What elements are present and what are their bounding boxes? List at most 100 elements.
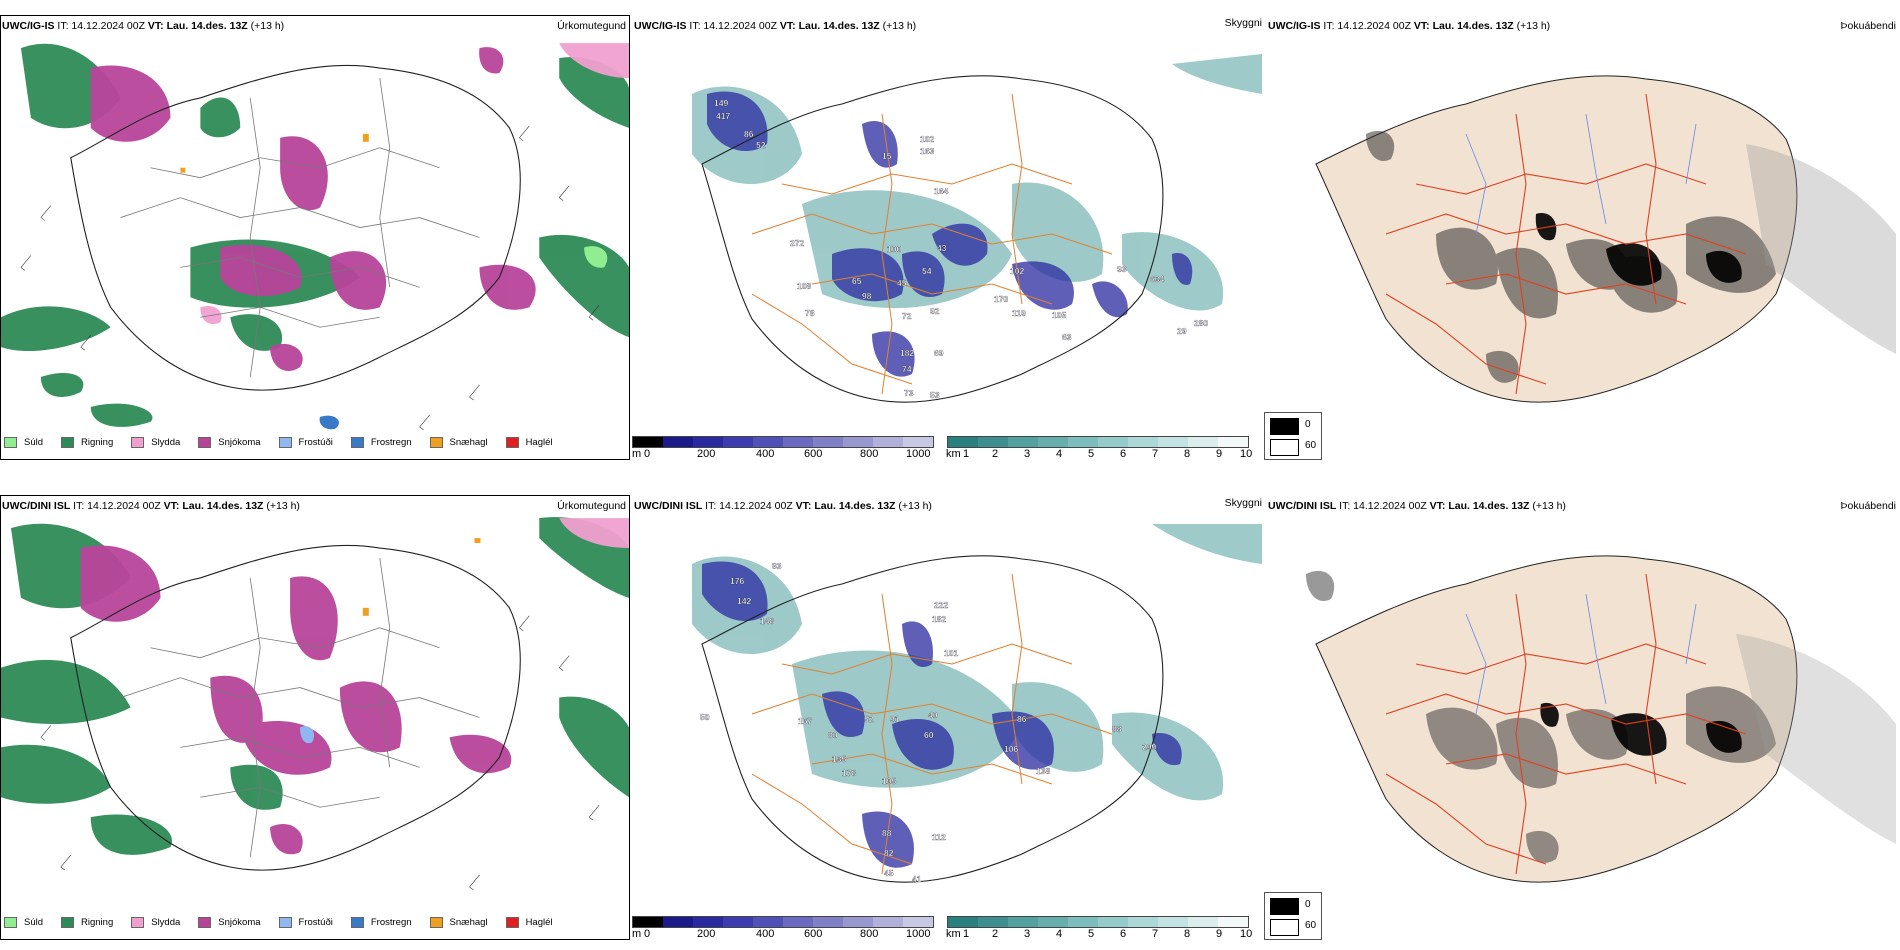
fog-indicator-panel-top: UWC/IG-IS IT: 14.12.2024 00Z VT: Lau. 14… xyxy=(1266,0,1896,460)
fog-indicator-map xyxy=(1306,555,1896,883)
legend-swatch xyxy=(350,437,364,448)
precip-type-map xyxy=(0,15,630,460)
visibility-tick: 9 xyxy=(1216,448,1223,460)
cloudbase-label: 119 xyxy=(1012,308,1026,318)
legend-item: Snæhagl xyxy=(429,437,488,448)
cloud-visibility-panel-top: UWC/IG-IS IT: 14.12.2024 00Z VT: Lau. 14… xyxy=(632,0,1322,460)
visibility-tick: 8 xyxy=(1184,928,1191,940)
panel-title: UWC/DINI ISL IT: 14.12.2024 00Z VT: Lau.… xyxy=(634,500,932,512)
cloudbase-label: 102 xyxy=(920,134,934,144)
legend-swatch xyxy=(429,437,443,448)
cloudbase-label: 164 xyxy=(934,186,948,196)
panel-field-name: Þokuábendi xyxy=(1840,20,1896,32)
cloudbase-label: 60 xyxy=(924,730,934,740)
legend-item: Frostúði xyxy=(278,917,333,928)
cloudbase-label: 40 xyxy=(928,710,938,720)
cloudbase-label: 634 xyxy=(1150,274,1164,284)
legend-item: Frostregn xyxy=(350,437,412,448)
cloudbase-label: 41 xyxy=(912,874,922,884)
legend-swatch xyxy=(61,917,75,928)
visibility-tick: 3 xyxy=(1024,928,1031,940)
cloudbase-label: 82 xyxy=(884,848,894,858)
legend-item: Frostúði xyxy=(278,437,333,448)
legend-item: Snæhagl xyxy=(429,917,488,928)
visibility-colorbar xyxy=(947,916,1249,928)
legend-item: Snjókoma xyxy=(198,917,261,928)
cloud-visibility-panel-bottom: UWC/DINI ISL IT: 14.12.2024 00Z VT: Lau.… xyxy=(632,480,1322,940)
visibility-tick: 5 xyxy=(1088,928,1095,940)
cloudbase-label: 53 xyxy=(930,390,940,400)
cloudbase-label: 52 xyxy=(864,714,874,724)
visibility-tick: 5 xyxy=(1088,448,1095,460)
legend-item: Frostregn xyxy=(350,917,412,928)
legend-swatch xyxy=(278,437,292,448)
legend-swatch xyxy=(429,917,443,928)
cloudbase-label: 142 xyxy=(737,596,751,606)
cloudbase-label: 178 xyxy=(842,768,856,778)
cloudbase-label: 135 xyxy=(832,754,846,764)
visibility-tick: 6 xyxy=(1120,448,1127,460)
visibility-tick: 8 xyxy=(1184,448,1191,460)
legend-swatch xyxy=(278,917,292,928)
cloudbase-label: 106 xyxy=(1004,744,1018,754)
cloud-visibility-map: 176 142 148 83 167 52 91 40 80 135 178 1… xyxy=(692,524,1262,884)
legend-item: Haglél xyxy=(505,917,553,928)
fog-legend: 0 60 xyxy=(1264,892,1322,940)
cloudbase-label: 138 xyxy=(1036,766,1050,776)
legend-swatch xyxy=(350,917,364,928)
legend-item: Súld xyxy=(4,437,43,448)
cloudbase-label: 100 xyxy=(887,244,901,254)
cloudbase-label: 101 xyxy=(944,648,958,658)
cloudbase-label: 29 xyxy=(1177,326,1187,336)
precip-type-map xyxy=(0,495,630,940)
panel-title: UWC/DINI ISL IT: 14.12.2024 00Z VT: Lau.… xyxy=(2,500,300,512)
legend-swatch xyxy=(198,917,212,928)
visibility-tick: 6 xyxy=(1120,928,1127,940)
cloudbase-label: 74 xyxy=(902,364,912,374)
visibility-unit: km xyxy=(946,448,961,460)
panel-title: UWC/IG-IS IT: 14.12.2024 00Z VT: Lau. 14… xyxy=(2,20,285,32)
cloudbase-label: 43 xyxy=(937,243,947,253)
visibility-tick: 1 xyxy=(963,448,970,460)
cloudbase-tick: 400 xyxy=(756,928,775,940)
cloudbase-label: 112 xyxy=(932,832,946,842)
legend-item: Rigning xyxy=(61,437,113,448)
panel-field-name: Skyggni xyxy=(1224,17,1262,29)
cloudbase-colorbar xyxy=(632,916,934,928)
legend-item: Súld xyxy=(4,917,43,928)
visibility-tick: 10 xyxy=(1240,928,1253,940)
visibility-tick: 1 xyxy=(963,928,970,940)
cloudbase-label: 176 xyxy=(730,576,744,586)
visibility-tick: 9 xyxy=(1216,928,1223,940)
legend-swatch xyxy=(198,437,212,448)
legend-swatch xyxy=(131,917,145,928)
legend-swatch xyxy=(4,437,17,448)
legend-item: Rigning xyxy=(61,917,113,928)
precip-type-legend: Súld Rigning Slydda Snjókoma Frostúði Fr… xyxy=(4,437,553,448)
cloudbase-label: 86 xyxy=(744,129,754,139)
cloudbase-label: 170 xyxy=(994,294,1008,304)
legend-item: Slydda xyxy=(131,437,180,448)
cloudbase-label: 69 xyxy=(934,348,944,358)
precip-type-panel-bottom: UWC/DINI ISL IT: 14.12.2024 00Z VT: Lau.… xyxy=(0,480,630,940)
cloudbase-label: 149 xyxy=(714,98,728,108)
cloudbase-label: 72 xyxy=(902,311,912,321)
fog-indicator-panel-bottom: UWC/DINI ISL IT: 14.12.2024 00Z VT: Lau.… xyxy=(1266,480,1896,940)
cloudbase-label: 417 xyxy=(716,111,730,121)
cloudbase-tick: 800 xyxy=(860,448,879,460)
cloudbase-colorbar xyxy=(632,436,934,448)
cloudbase-label: 88 xyxy=(1112,724,1122,734)
cloudbase-label: 78 xyxy=(805,308,815,318)
panel-field-name: Úrkomutegund xyxy=(557,500,626,512)
legend-swatch xyxy=(505,437,519,448)
visibility-tick: 2 xyxy=(992,448,999,460)
cloudbase-tick: 600 xyxy=(804,928,823,940)
cloudbase-label: 163 xyxy=(920,146,934,156)
visibility-tick: 7 xyxy=(1152,928,1159,940)
panel-title: UWC/IG-IS IT: 14.12.2024 00Z VT: Lau. 14… xyxy=(1268,20,1551,32)
cloudbase-label: 80 xyxy=(828,730,838,740)
cloud-visibility-map: 149 417 86 52 272 108 78 65 98 45 72 74 … xyxy=(692,54,1262,403)
cloudbase-tick: 1000 xyxy=(906,448,931,460)
visibility-tick: 10 xyxy=(1240,448,1253,460)
cloudbase-label: 52 xyxy=(756,140,766,150)
